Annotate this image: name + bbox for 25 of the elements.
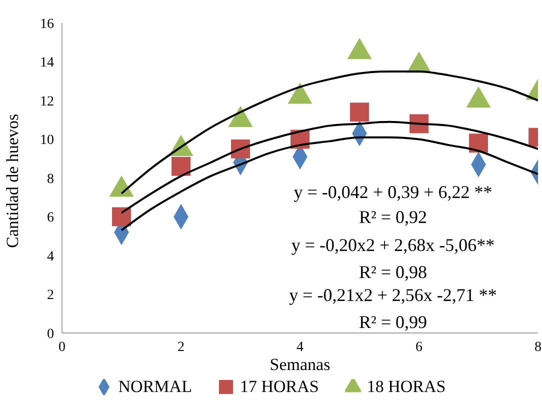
annotation: R² = 0,98 — [358, 262, 428, 282]
annotation: R² = 0,99 — [358, 312, 428, 332]
legend-label: 17 HORAS — [240, 377, 319, 397]
annotation: y = -0,042 + 0,39 + 6,22 ** — [292, 182, 494, 202]
x-tick-label: 4 — [296, 340, 304, 355]
annotation: y = -0,20x2 + 2,68x -5,06** — [290, 235, 496, 255]
y-tick-label: 12 — [40, 94, 54, 110]
annotation: y = -0,21x2 + 2,56x -2,71 ** — [288, 285, 498, 305]
x-axis-title: Semanas — [270, 355, 330, 374]
y-tick-label: 6 — [47, 210, 54, 226]
x-tick-label: 2 — [178, 340, 184, 355]
y-tick-label: 8 — [47, 172, 54, 187]
y-tick-label: 2 — [47, 288, 54, 304]
y-tick-label: 16 — [40, 16, 54, 32]
y-tick-label: 4 — [47, 249, 54, 264]
legend-label: 18 HORAS — [366, 377, 446, 397]
annotation: R² = 0,92 — [358, 207, 428, 227]
x-tick-label: 0 — [58, 340, 66, 355]
y-tick-label: 10 — [40, 133, 54, 148]
y-tick-label: 0 — [47, 326, 54, 342]
y-tick-label: 14 — [40, 56, 54, 71]
x-tick-label: 6 — [416, 340, 422, 355]
x-tick-label: 8 — [534, 340, 542, 355]
y-axis-title: Cantidad de huevos — [3, 114, 22, 248]
legend-label: NORMAL — [118, 377, 192, 397]
